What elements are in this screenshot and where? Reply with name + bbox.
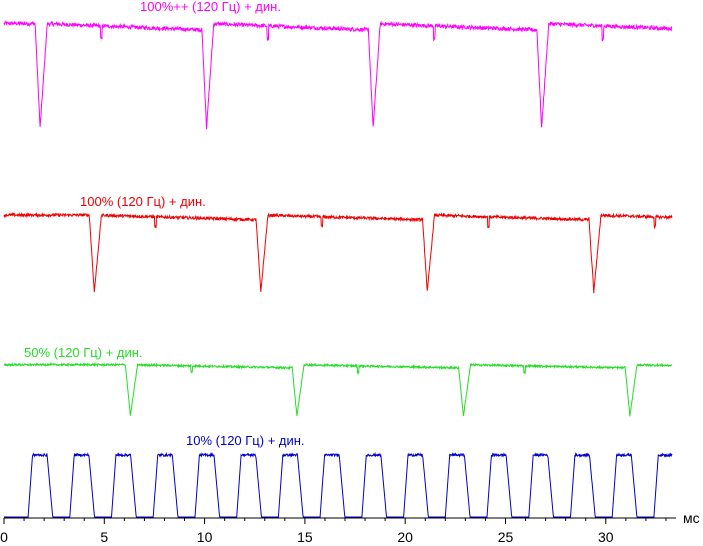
- x-tick-label: 5: [100, 529, 108, 545]
- series-trace-3: [3, 362, 673, 417]
- x-axis-ticks: 0 5 10 15 20 25 30: [0, 518, 667, 545]
- x-axis-unit: мс: [683, 510, 700, 526]
- series-trace-1: [3, 19, 673, 130]
- series-labels: 100%++ (120 Гц) + дин. 100% (120 Гц) + д…: [24, 0, 305, 448]
- series-label-red: 100% (120 Гц) + дин.: [80, 194, 206, 209]
- series-label-green: 50% (120 Гц) + дин.: [24, 345, 143, 360]
- series-label-magenta: 100%++ (120 Гц) + дин.: [140, 0, 281, 14]
- series-trace-4: [4, 451, 673, 518]
- series-trace-2: [3, 211, 673, 294]
- x-tick-label: 0: [0, 529, 8, 545]
- traces-group: [3, 19, 673, 518]
- x-tick-label: 20: [397, 529, 413, 545]
- series-label-blue: 10% (120 Гц) + дин.: [186, 433, 305, 448]
- x-tick-label: 30: [598, 529, 614, 545]
- x-tick-label: 15: [297, 529, 313, 545]
- x-tick-label: 10: [197, 529, 213, 545]
- x-axis: 0 5 10 15 20 25 30 мс: [0, 510, 700, 545]
- x-tick-label: 25: [498, 529, 514, 545]
